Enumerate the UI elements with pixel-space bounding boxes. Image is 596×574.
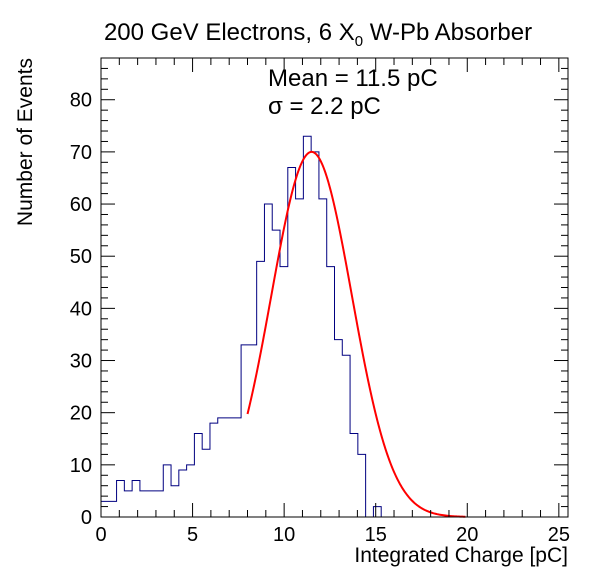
chart-title: 200 GeV Electrons, 6 X0 W-Pb Absorber: [104, 19, 532, 50]
y-tick-label: 60: [70, 194, 92, 216]
x-tick-label: 5: [187, 524, 198, 546]
axis-ticks: [100, 57, 568, 518]
x-axis-label: Integrated Charge [pC]: [354, 544, 568, 567]
x-tick-label: 0: [95, 524, 106, 546]
chart-title-main: 200 GeV Electrons, 6 X: [104, 19, 355, 46]
y-tick-label: 0: [81, 507, 92, 529]
gaussian-fit-curve: [246, 150, 466, 518]
x-tick-label: 15: [365, 524, 387, 546]
y-tick-label: 20: [70, 403, 92, 425]
y-tick-label: 70: [70, 142, 92, 164]
x-tick-label: 25: [548, 524, 570, 546]
chart-title-subscript: 0: [355, 33, 363, 50]
annotation-mean: Mean = 11.5 pC: [268, 65, 438, 92]
tick-labels: 0 5 10 15 20 25 0 10 20 30 40 50 60 70 80: [70, 90, 570, 546]
y-tick-label: 10: [70, 455, 92, 477]
y-tick-label: 50: [70, 246, 92, 268]
x-tick-label: 10: [273, 524, 295, 546]
y-axis-label: Number of Events: [14, 58, 37, 226]
x-tick-label: 20: [456, 524, 478, 546]
y-tick-label: 30: [70, 351, 92, 373]
y-tick-label: 80: [70, 90, 92, 112]
annotation-sigma: σ = 2.2 pC: [268, 93, 381, 120]
chart-title-rest: W-Pb Absorber: [363, 19, 532, 46]
y-tick-label: 40: [70, 298, 92, 320]
